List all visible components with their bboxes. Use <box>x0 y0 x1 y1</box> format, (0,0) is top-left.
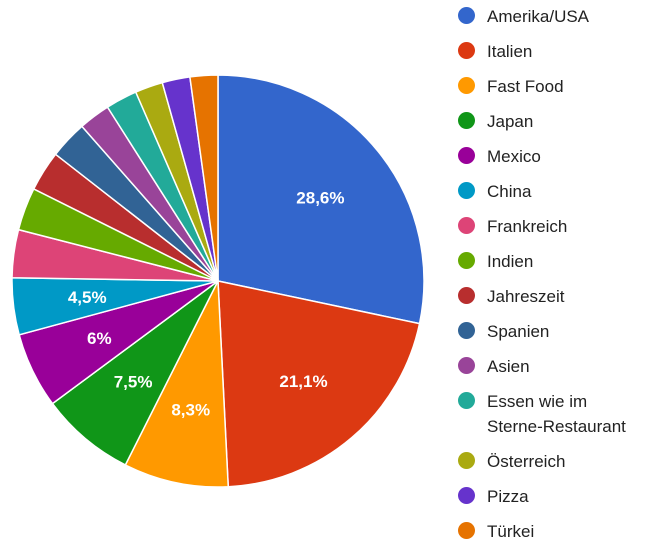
legend-label: Italien <box>487 42 533 61</box>
chart-legend: Amerika/USA Italien Fast Food Japan Mexico Ch… <box>458 4 668 554</box>
legend-label: Indien <box>487 252 534 271</box>
legend-swatch <box>458 357 475 374</box>
legend-label: Essen wie im Sterne-Restaurant <box>487 392 626 436</box>
legend-label: Asien <box>487 357 530 376</box>
legend-label: Mexico <box>487 147 541 166</box>
legend-label: Österreich <box>487 452 566 471</box>
legend-swatch <box>458 42 475 59</box>
legend-item-pizza[interactable]: Pizza <box>458 484 668 509</box>
slice-label-italien: 21,1% <box>279 372 327 391</box>
legend-item-mexico[interactable]: Mexico <box>458 144 668 169</box>
legend-item-tuerkei[interactable]: Türkei <box>458 519 668 544</box>
legend-swatch <box>458 77 475 94</box>
legend-item-spanien[interactable]: Spanien <box>458 319 668 344</box>
legend-label: Fast Food <box>487 77 564 96</box>
pie-chart: 28,6% 21,1% 8,3% 7,5% 6% 4,5% <box>11 74 425 488</box>
legend-item-indien[interactable]: Indien <box>458 249 668 274</box>
legend-item-frankreich[interactable]: Frankreich <box>458 214 668 239</box>
legend-label: Türkei <box>487 522 535 541</box>
legend-swatch <box>458 287 475 304</box>
slice-label-fast-food: 8,3% <box>171 401 210 420</box>
legend-label: China <box>487 182 532 201</box>
legend-item-italien[interactable]: Italien <box>458 39 668 64</box>
legend-swatch <box>458 217 475 234</box>
pie-slice-fast-food[interactable] <box>124 278 230 488</box>
legend-item-oesterreich[interactable]: Österreich <box>458 449 668 474</box>
legend-item-amerika-usa[interactable]: Amerika/USA <box>458 4 668 29</box>
legend-item-fast-food[interactable]: Fast Food <box>458 74 668 99</box>
pie-slice-labels: 28,6% 21,1% 8,3% 7,5% 6% 4,5% <box>68 189 345 420</box>
slice-label-china: 4,5% <box>68 288 107 307</box>
legend-swatch <box>458 182 475 199</box>
legend-swatch <box>458 522 475 539</box>
legend-swatch <box>458 147 475 164</box>
legend-label: Amerika/USA <box>487 7 590 26</box>
legend-swatch <box>458 7 475 24</box>
legend-label: Jahreszeit <box>487 287 565 306</box>
legend-label: Pizza <box>487 487 529 506</box>
pie-slice-japan[interactable] <box>51 280 219 466</box>
legend-label: Spanien <box>487 322 550 341</box>
slice-label-amerika-usa: 28,6% <box>296 189 344 208</box>
pie-chart-area: 28,6% 21,1% 8,3% 7,5% 6% 4,5% <box>11 74 425 488</box>
legend-item-jahreszeit[interactable]: Jahreszeit <box>458 284 668 309</box>
pie-slice-italien[interactable] <box>217 280 421 488</box>
legend-item-asien[interactable]: Asien <box>458 354 668 379</box>
slice-label-japan: 7,5% <box>114 372 153 391</box>
legend-item-essen-wie-im-sterne-restaurant[interactable]: Essen wie im Sterne-Restaurant <box>458 389 668 439</box>
legend-swatch <box>458 487 475 504</box>
legend-label: Japan <box>487 112 534 131</box>
pie-slice-tuerkei[interactable] <box>189 74 219 282</box>
legend-swatch <box>458 112 475 129</box>
pie-slices <box>11 74 425 488</box>
legend-swatch <box>458 452 475 469</box>
pie-slice-amerika-usa[interactable] <box>217 74 425 325</box>
legend-item-china[interactable]: China <box>458 179 668 204</box>
legend-label: Frankreich <box>487 217 568 236</box>
legend-swatch <box>458 392 475 409</box>
legend-swatch <box>458 252 475 269</box>
legend-swatch <box>458 322 475 339</box>
legend-item-japan[interactable]: Japan <box>458 109 668 134</box>
slice-label-mexico: 6% <box>87 329 112 348</box>
